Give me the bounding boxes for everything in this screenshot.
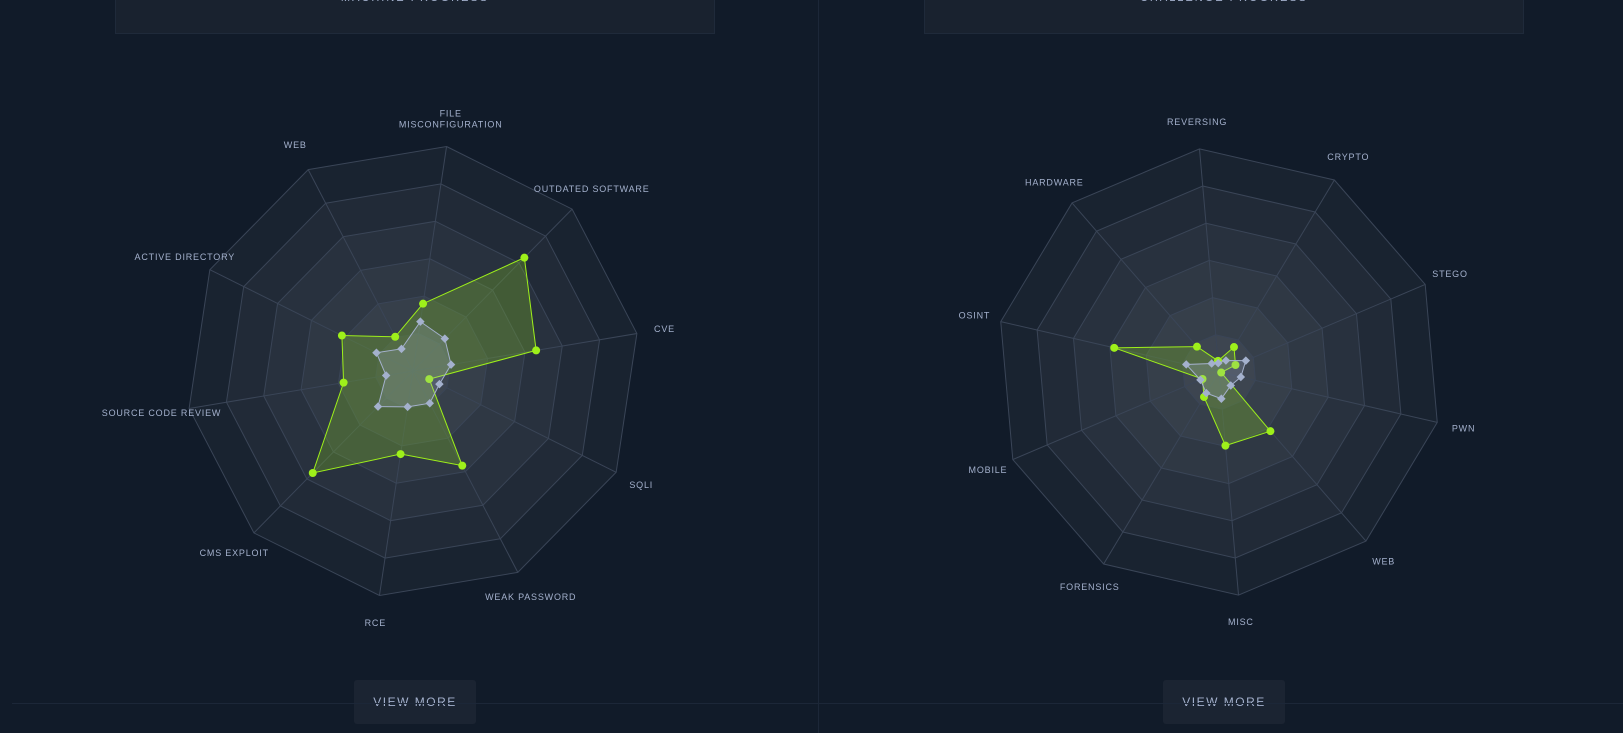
user-data-point xyxy=(532,346,541,355)
user-series xyxy=(308,253,541,478)
user-data-point xyxy=(425,375,434,384)
axis-label: WEB xyxy=(1372,556,1395,566)
user-data-point xyxy=(1231,360,1240,369)
challenge-progress-title: CHALLENGE PROGRESS xyxy=(924,0,1524,34)
user-data-point xyxy=(1229,343,1238,352)
radar-spoke xyxy=(412,146,448,372)
radar-spoke xyxy=(1000,321,1220,373)
bottom-divider xyxy=(12,703,1623,704)
user-data-point xyxy=(339,378,348,387)
axis-label: SOURCE CODE REVIEW xyxy=(102,408,221,418)
radar-spoke xyxy=(1218,179,1335,373)
user-data-point xyxy=(308,469,317,478)
user-data-point xyxy=(1192,342,1201,351)
axis-label: REVERSING xyxy=(1167,117,1227,127)
user-data-point xyxy=(419,299,428,308)
axis-label: OUTDATED SOFTWARE xyxy=(534,184,650,194)
axis-label: RCE xyxy=(365,618,386,628)
user-data-point xyxy=(1266,427,1275,436)
axis-label: SQLI xyxy=(629,480,653,490)
user-data-point xyxy=(1110,343,1119,352)
radar-spoke xyxy=(189,370,414,409)
axis-label: MISC xyxy=(1228,617,1254,627)
average-data-point xyxy=(440,334,450,343)
average-data-point xyxy=(1226,381,1235,390)
average-data-point xyxy=(397,344,406,354)
user-data-point xyxy=(520,253,529,262)
challenge-view-more-button[interactable]: VIEW MORE xyxy=(1163,680,1285,724)
average-data-point xyxy=(403,402,412,412)
radar-spoke xyxy=(1218,284,1426,373)
average-data-point xyxy=(425,398,435,408)
user-data-point xyxy=(391,332,400,341)
user-data-point xyxy=(396,450,405,459)
average-data-point xyxy=(373,402,383,411)
radar-ring xyxy=(1000,148,1438,596)
average-data-point xyxy=(416,317,425,326)
average-data-point xyxy=(372,348,381,358)
radar-spoke xyxy=(412,370,617,473)
radar-spoke xyxy=(1218,371,1240,596)
axis-label: OSINT xyxy=(959,311,991,321)
axis-label: STEGO xyxy=(1432,269,1468,279)
axis-label: MOBILE xyxy=(969,465,1008,475)
user-data-point xyxy=(1221,441,1230,450)
average-data-point xyxy=(446,360,456,369)
user-data-point xyxy=(337,331,346,340)
challenge-radar-chart: REVERSING CRYPTO STEGO PWN WEB MISC FORENSICS M… xyxy=(959,117,1475,627)
axis-label: CVE xyxy=(654,324,675,334)
radar-spoke xyxy=(1012,371,1220,460)
machine-progress-title: MACHINE PROGRESS xyxy=(115,0,715,34)
average-data-point xyxy=(1221,356,1231,365)
axis-label: WEB xyxy=(284,140,307,150)
average-data-point xyxy=(435,379,444,389)
user-data-point xyxy=(1217,368,1226,377)
axis-label: CMS EXPLOIT xyxy=(200,548,269,558)
average-data-point xyxy=(381,371,391,380)
axis-label: PWN xyxy=(1452,423,1475,433)
machine-view-more-button[interactable]: VIEW MORE xyxy=(354,680,476,724)
axis-label: FORENSICS xyxy=(1060,582,1120,592)
average-data-point xyxy=(1202,388,1211,398)
machine-radar-chart: FILE MISCONFIGURATION OUTDATED SOFTWARE CVE… xyxy=(102,108,675,628)
radar-spoke xyxy=(253,370,414,534)
average-series xyxy=(372,317,456,412)
average-data-point xyxy=(1182,360,1191,369)
average-data-point xyxy=(1241,356,1251,365)
axis-label: FILE MISCONFIGURATION xyxy=(399,108,503,129)
average-data-point xyxy=(1196,375,1205,385)
radar-spoke xyxy=(1198,148,1220,373)
user-data-point xyxy=(458,461,467,470)
axis-label: ACTIVE DIRECTORY xyxy=(135,252,235,262)
axis-label: WEAK PASSWORD xyxy=(485,592,576,602)
axis-label: CRYPTO xyxy=(1327,152,1369,162)
axis-label: HARDWARE xyxy=(1025,178,1084,188)
challenge-progress-panel: CHALLENGE PROGRESS REVERSING CRYPTO STEGO P… xyxy=(819,0,1623,733)
radar-spoke xyxy=(1218,371,1367,542)
radar-spoke xyxy=(412,208,573,372)
radar-grid xyxy=(1000,148,1438,596)
radar-spoke xyxy=(1103,371,1220,565)
radar-spoke xyxy=(1218,371,1438,423)
panel-divider xyxy=(818,0,819,733)
